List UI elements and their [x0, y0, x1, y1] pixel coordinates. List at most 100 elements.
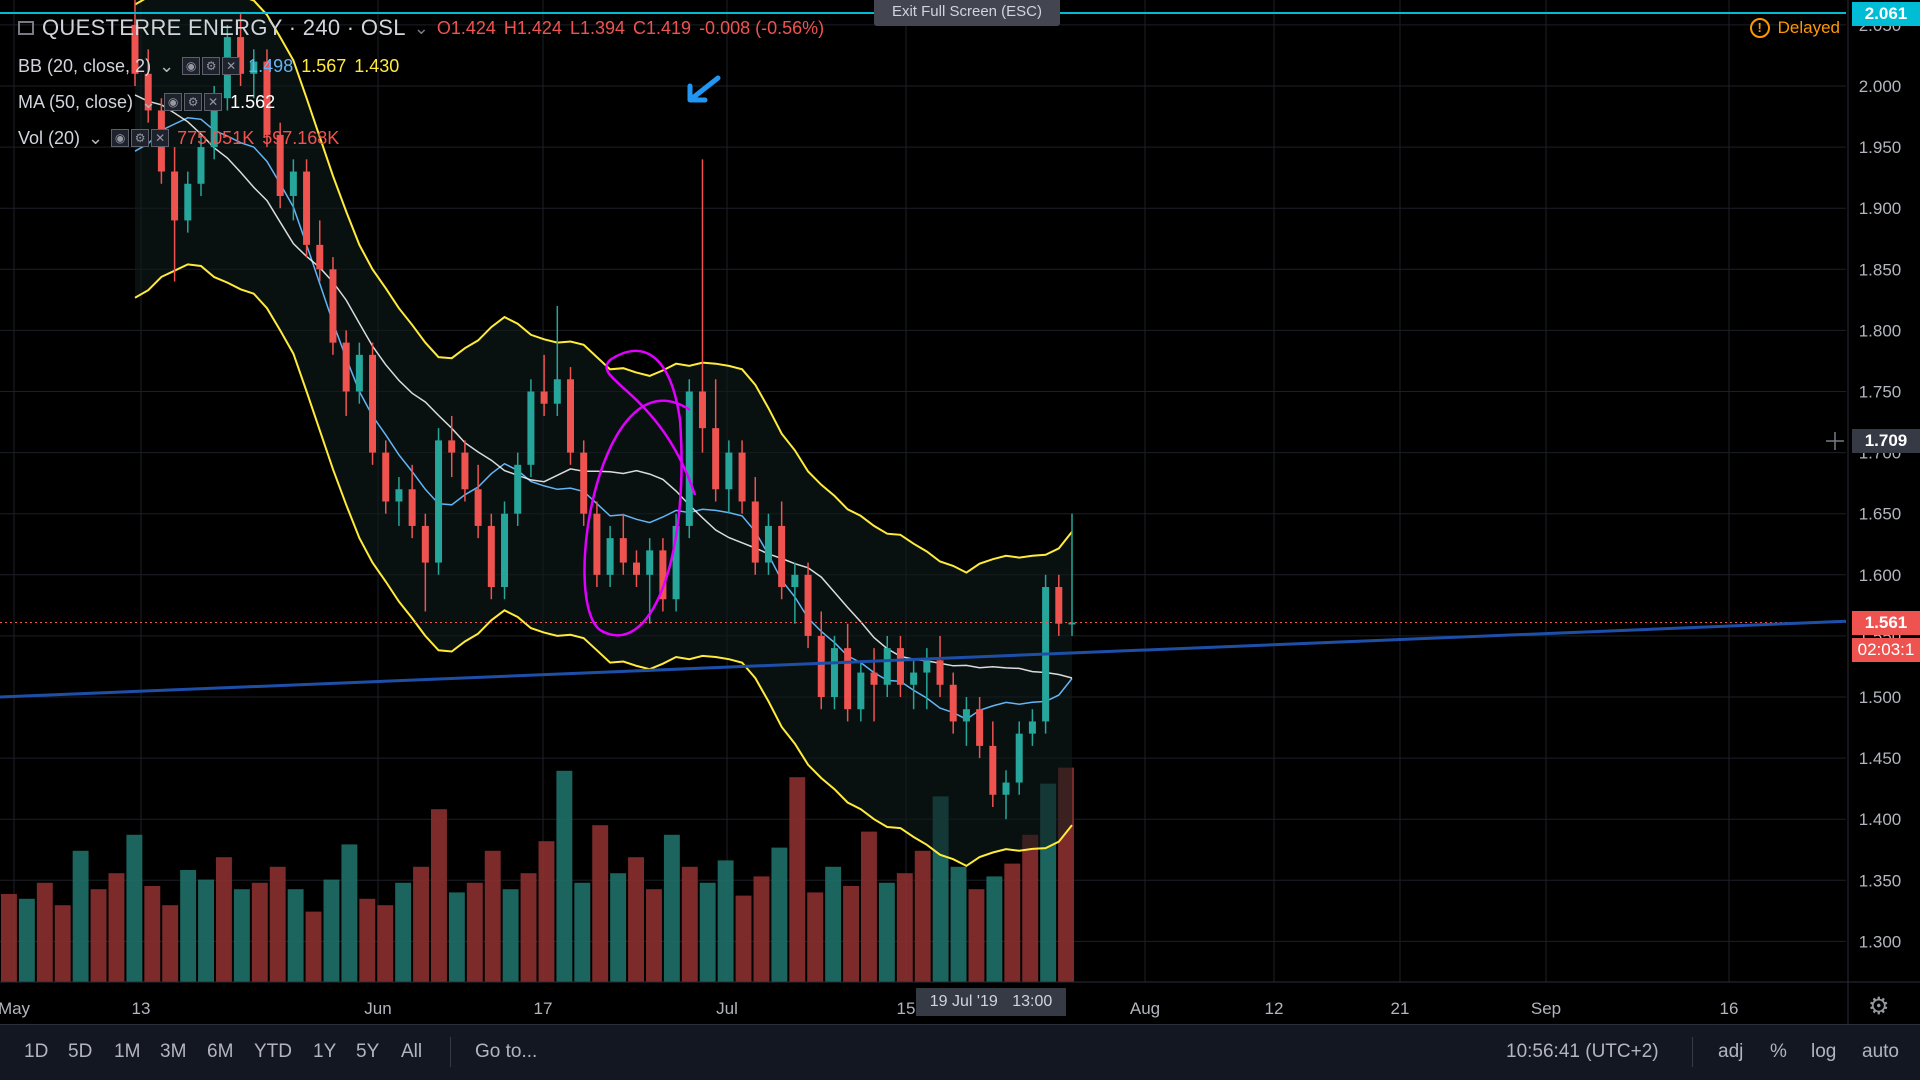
trendline	[0, 619, 1847, 699]
volume-bar	[36, 882, 53, 982]
chevron-down-icon[interactable]: ⌄	[141, 92, 157, 112]
indicator-label[interactable]: Vol (20)	[18, 128, 81, 148]
close-icon[interactable]: ✕	[222, 57, 241, 75]
indicator-ma[interactable]: MA (50, close) ⌄ ◉ ⚙ ✕ 1.562	[18, 90, 275, 114]
indicator-controls[interactable]: ◉ ⚙ ✕	[182, 57, 241, 75]
indicator-label[interactable]: MA (50, close)	[18, 92, 134, 112]
close-icon[interactable]: ✕	[151, 129, 170, 147]
candle-body	[606, 538, 614, 575]
volume-bar	[896, 873, 913, 982]
delayed-badge[interactable]: ! Delayed	[1749, 18, 1840, 38]
indicator-label[interactable]: BB (20, close, 2)	[18, 56, 152, 76]
volume-bar	[54, 905, 71, 982]
volume-bar	[628, 857, 644, 982]
candle-body	[527, 391, 535, 465]
price-tick-label: 1.900	[1859, 199, 1902, 218]
volume-bar	[950, 866, 967, 982]
toggle-adj[interactable]: adj	[1718, 1041, 1744, 1062]
time-tick-label: 21	[1391, 999, 1410, 1018]
eye-icon[interactable]: ◉	[164, 93, 183, 111]
candle-body	[435, 440, 443, 563]
volume-bar	[663, 834, 680, 982]
price-tick-label: 1.800	[1859, 321, 1902, 340]
goto-button[interactable]: Go to...	[475, 1041, 538, 1062]
range-all[interactable]: All	[401, 1041, 423, 1062]
crosshair-date: 19 Jul '19	[929, 993, 998, 1010]
range-ytd[interactable]: YTD	[254, 1041, 292, 1062]
range-3m[interactable]: 3M	[160, 1041, 187, 1062]
chevron-down-icon[interactable]: ⌄	[413, 18, 429, 38]
volume-bar	[72, 850, 89, 982]
volume-bar	[843, 886, 859, 982]
candle-body	[144, 73, 152, 111]
candle-body	[355, 354, 363, 392]
symbol-row: QUESTERRE ENERGY · 240 · OSL ⌄ O1.424 H1…	[18, 16, 824, 40]
volume-bar	[914, 850, 931, 982]
chart-legend: QUESTERRE ENERGY · 240 · OSL ⌄ O1.424 H1…	[0, 0, 1000, 160]
volume-bar	[1, 894, 17, 982]
range-1m[interactable]: 1M	[114, 1041, 141, 1062]
chevron-down-icon[interactable]: ⌄	[88, 128, 104, 148]
range-1d[interactable]: 1D	[24, 1041, 49, 1062]
range-1y[interactable]: 1Y	[313, 1041, 337, 1062]
candle-body	[448, 440, 456, 453]
bb-upper	[134, 0, 1073, 574]
range-5y[interactable]: 5Y	[356, 1041, 380, 1062]
volume-bar	[753, 876, 770, 982]
volume-bar	[556, 770, 573, 982]
delayed-label: Delayed	[1777, 18, 1840, 37]
bb-basis	[134, 117, 1073, 721]
gear-icon[interactable]: ⚙	[202, 57, 221, 75]
menu-icon[interactable]	[18, 21, 34, 35]
chart-settings-gear-icon[interactable]: ⚙	[1868, 993, 1890, 1020]
volume-bar	[520, 873, 537, 982]
candle-body	[171, 171, 179, 221]
candle-body	[619, 538, 627, 563]
clock[interactable]: 10:56:41 (UTC+2)	[1506, 1041, 1659, 1062]
exit-fullscreen-hint[interactable]: Exit Full Screen (ESC)	[874, 0, 1060, 26]
candle-body	[659, 550, 667, 600]
close-icon[interactable]: ✕	[204, 93, 223, 111]
candle-body	[791, 574, 799, 588]
indicator-value: 1.562	[230, 92, 276, 112]
chevron-down-icon[interactable]: ⌄	[159, 56, 175, 76]
candle-body	[131, 24, 139, 74]
candle-body	[461, 452, 469, 490]
indicator-vol[interactable]: Vol (20) ⌄ ◉ ⚙ ✕ 775.051K 597.168K	[18, 126, 339, 150]
volume-bar	[789, 777, 806, 982]
volume-bar	[377, 905, 394, 982]
candle-body	[210, 98, 218, 148]
price-label-crosshair: 1.709	[1852, 429, 1920, 453]
candle-body	[1028, 721, 1036, 734]
volume-bar	[323, 879, 340, 982]
indicator-controls[interactable]: ◉ ⚙ ✕	[164, 93, 223, 111]
eye-icon[interactable]: ◉	[182, 57, 201, 75]
range-5d[interactable]: 5D	[68, 1041, 93, 1062]
candle-body	[738, 452, 746, 502]
candle-body	[263, 61, 271, 135]
time-tick-label: Jun	[364, 999, 391, 1018]
time-tick-label: 12	[1265, 999, 1284, 1018]
time-tick-label: 16	[1720, 999, 1739, 1018]
volume-bar	[269, 866, 286, 982]
toggle-log[interactable]: log	[1811, 1041, 1837, 1062]
toggle-auto[interactable]: auto	[1862, 1041, 1899, 1062]
symbol-title[interactable]: QUESTERRE ENERGY · 240 · OSL	[42, 15, 406, 40]
volume-bar	[681, 866, 698, 982]
ohlc-open: O1.424	[436, 18, 496, 38]
gear-icon[interactable]: ⚙	[131, 129, 150, 147]
gear-icon[interactable]: ⚙	[184, 93, 203, 111]
candle-body	[250, 61, 258, 74]
indicator-controls[interactable]: ◉ ⚙ ✕	[111, 129, 170, 147]
eye-icon[interactable]: ◉	[111, 129, 130, 147]
indicator-value: 1.567	[301, 56, 347, 76]
indicator-bb[interactable]: BB (20, close, 2) ⌄ ◉ ⚙ ✕ 1.498 1.567 1.43…	[18, 54, 399, 78]
volume-bar	[126, 834, 143, 982]
volume-bar	[646, 889, 662, 982]
price-tick-label: 1.950	[1859, 138, 1902, 157]
divider	[450, 1037, 451, 1067]
range-6m[interactable]: 6M	[207, 1041, 234, 1062]
volume-bar	[610, 873, 627, 982]
toggle-percent[interactable]: %	[1770, 1041, 1787, 1062]
